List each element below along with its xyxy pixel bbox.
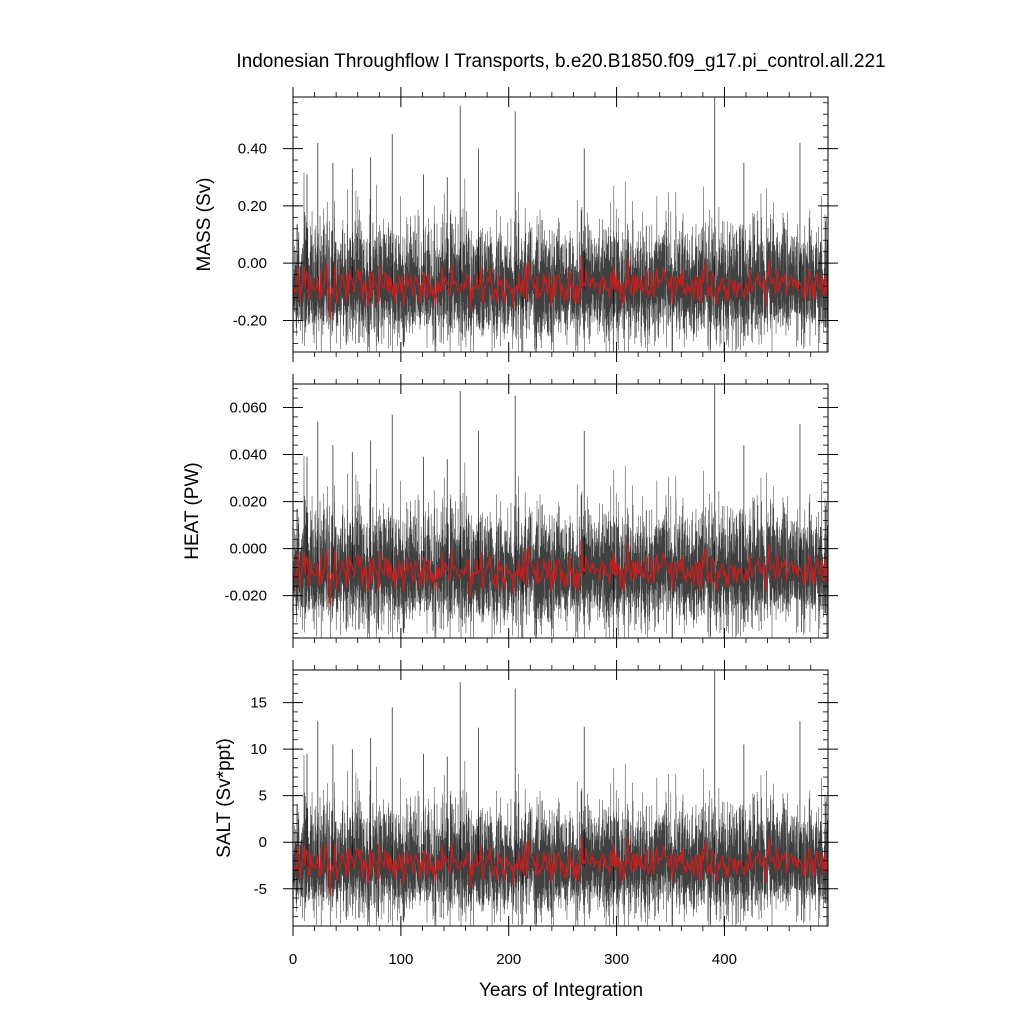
series-annual-salt	[293, 834, 828, 896]
y-tick-label-salt-2: 5	[259, 788, 267, 805]
y-tick-label-mass-3: 0.40	[238, 141, 267, 158]
y-tick-label-heat-2: 0.020	[229, 494, 267, 511]
y-tick-label-heat-3: 0.040	[229, 447, 267, 464]
y-tick-label-heat-0: -0.020	[224, 588, 267, 605]
y-tick-label-heat-4: 0.060	[229, 400, 267, 417]
y-tick-label-salt-4: 15	[250, 695, 267, 712]
y-tick-label-salt-0: -5	[254, 881, 267, 898]
y-axis-label-heat: HEAT (PW)	[182, 462, 203, 559]
x-tick-label-2: 200	[496, 951, 521, 968]
chart-title: Indonesian Throughflow I Transports, b.e…	[236, 51, 885, 72]
y-tick-label-heat-1: 0.000	[229, 541, 267, 558]
y-tick-label-salt-1: 0	[259, 834, 267, 851]
y-tick-label-mass-2: 0.20	[238, 198, 267, 215]
panel-frame-mass	[292, 96, 829, 353]
panel-frame-salt	[292, 669, 829, 927]
panel-salt: -5 0 5 10 15 SALT (Sv*ppt)	[214, 660, 838, 936]
panel-heat: -0.020 0.000 0.020 0.040 0.060 HEAT (PW)	[182, 374, 838, 648]
series-annual-mass	[293, 256, 828, 320]
x-tick-label-3: 300	[604, 951, 629, 968]
y-tick-label-salt-3: 10	[250, 741, 267, 758]
series-annual-heat	[293, 541, 828, 606]
y-tick-label-mass-0: -0.20	[233, 312, 267, 329]
panels-layer: -0.20 0.00 0.20 0.40 MASS (Sv) -0.020 0.000 0.0…	[182, 87, 838, 968]
y-axis-label-mass: MASS (Sv)	[194, 178, 215, 272]
panel-mass: -0.20 0.00 0.20 0.40 MASS (Sv)	[194, 87, 838, 362]
x-tick-label-0: 0	[289, 951, 297, 968]
x-tick-label-1: 100	[388, 951, 413, 968]
x-axis-label: Years of Integration	[479, 980, 643, 1001]
y-tick-label-mass-1: 0.00	[238, 255, 267, 272]
x-tick-label-4: 400	[712, 951, 737, 968]
y-axis-label-salt: SALT (Sv*ppt)	[214, 738, 235, 858]
